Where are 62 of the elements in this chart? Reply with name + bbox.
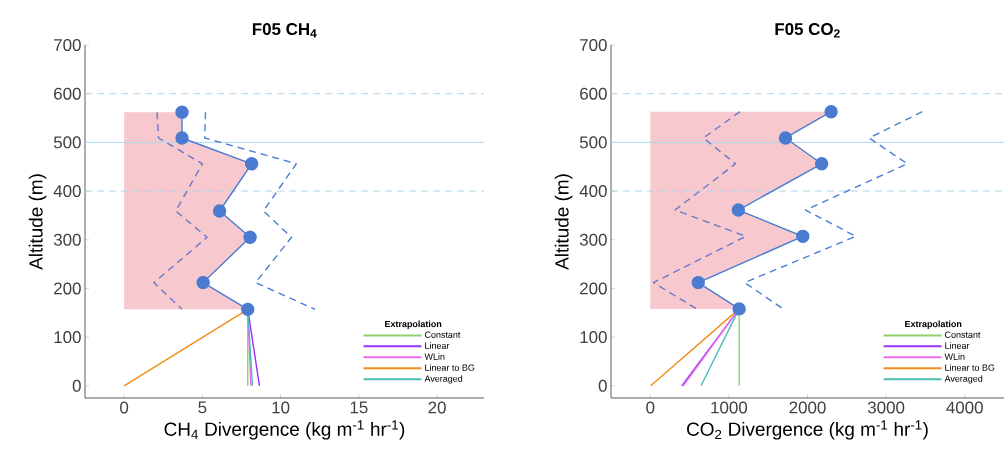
text: Averaged bbox=[424, 375, 463, 384]
y-tick-label: 0 bbox=[72, 379, 81, 392]
text: Linear to BG bbox=[945, 364, 995, 371]
legend-title: Extrapolation bbox=[385, 320, 442, 329]
x-tick-label: 4000 bbox=[946, 401, 983, 414]
x-tick-label: 1000 bbox=[711, 401, 748, 414]
y-tick-label: 400 bbox=[579, 185, 607, 198]
text: Linear bbox=[425, 342, 450, 349]
text: Linear bbox=[945, 342, 970, 349]
text: WLin bbox=[424, 353, 445, 360]
point bbox=[212, 204, 227, 218]
text: Constant bbox=[945, 331, 981, 338]
line-series bbox=[652, 110, 747, 310]
x-tick-label: 5 bbox=[198, 401, 207, 414]
y-tick-label: 500 bbox=[53, 136, 81, 149]
point bbox=[778, 131, 793, 145]
y-tick-label: 100 bbox=[580, 331, 607, 344]
y-tick-label: 300 bbox=[53, 233, 81, 246]
y-axis-title: Altitude (m) bbox=[28, 174, 47, 270]
x-tick-label: 20 bbox=[428, 401, 446, 414]
point bbox=[691, 275, 705, 290]
x-axis-title: CO$_{2}$ Divergence (kg m$^{-1}$ hr$^{-1}$) bbox=[687, 420, 928, 440]
y-axis-title: Altitude (m) bbox=[554, 174, 573, 270]
y-tick-label: 500 bbox=[579, 136, 607, 149]
x-tick-label: 0 bbox=[646, 401, 655, 414]
text: WLin bbox=[944, 353, 965, 360]
y-tick-label: 700 bbox=[54, 38, 81, 51]
y-tick-label: 400 bbox=[53, 185, 81, 198]
y-tick-label: 600 bbox=[54, 87, 81, 100]
x-tick-label: 2000 bbox=[789, 401, 826, 414]
point bbox=[814, 157, 829, 171]
chart-title: F05 CH$_{4}$ bbox=[252, 23, 317, 38]
point bbox=[244, 157, 259, 171]
point bbox=[824, 104, 838, 119]
point bbox=[731, 203, 746, 217]
chart-title: F05 CO$_{2}$ bbox=[775, 23, 840, 38]
y-tick-label: 0 bbox=[598, 379, 607, 392]
point bbox=[175, 131, 189, 145]
text: Linear to BG bbox=[425, 364, 475, 371]
line-series bbox=[743, 110, 923, 310]
line-series bbox=[153, 111, 208, 311]
point bbox=[732, 302, 746, 316]
y-tick-label: 300 bbox=[579, 233, 607, 246]
x-tick-label: 15 bbox=[350, 401, 368, 414]
legend-title: Extrapolation bbox=[905, 320, 962, 329]
x-axis-title: CH$_{4}$ Divergence (kg m$^{-1}$ hr$^{-1}$) bbox=[164, 420, 405, 440]
x-tick-label: 10 bbox=[272, 401, 290, 414]
text: Averaged bbox=[944, 375, 983, 384]
point bbox=[196, 275, 210, 290]
point bbox=[241, 302, 255, 317]
text: Constant bbox=[424, 331, 461, 338]
y-tick-label: 200 bbox=[54, 282, 81, 295]
x-tick-label: 0 bbox=[120, 401, 129, 414]
point bbox=[175, 105, 189, 119]
y-tick-label: 100 bbox=[54, 331, 81, 344]
point bbox=[243, 230, 257, 245]
y-tick-label: 200 bbox=[580, 282, 607, 295]
line-series bbox=[204, 111, 316, 311]
y-tick-label: 600 bbox=[580, 87, 607, 100]
y-tick-label: 700 bbox=[580, 38, 607, 51]
point bbox=[796, 229, 810, 244]
x-tick-label: 3000 bbox=[867, 401, 905, 414]
